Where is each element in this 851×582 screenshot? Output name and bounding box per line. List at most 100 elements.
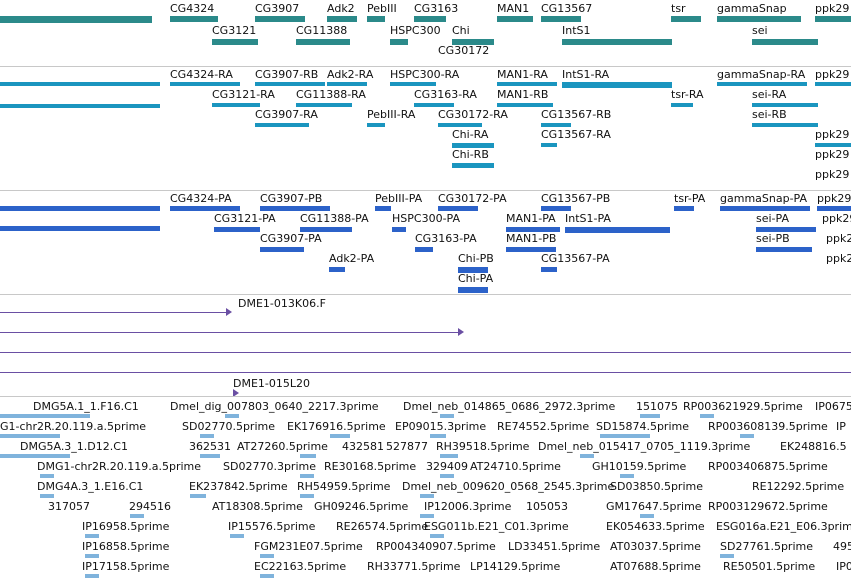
protein-label[interactable]: CG4324-PA [170, 192, 232, 205]
protein-feature[interactable] [506, 227, 560, 232]
transcript-label[interactable]: MAN1-RA [497, 68, 548, 81]
est-feature[interactable] [440, 414, 454, 418]
protein-label[interactable]: CG3907-PA [260, 232, 322, 245]
gene-feature[interactable] [717, 16, 801, 22]
est-label[interactable]: IP [836, 420, 846, 433]
transcript-label[interactable]: ppk29 [815, 128, 850, 141]
protein-label[interactable]: gammaSnap-PA [720, 192, 807, 205]
est-label[interactable]: GH09246.5prime [314, 500, 409, 513]
protein-feature[interactable] [260, 206, 330, 211]
protein-feature[interactable] [300, 227, 352, 232]
protein-feature[interactable] [375, 206, 391, 211]
protein-label[interactable]: IntS1-PA [565, 212, 611, 225]
transcript-label[interactable]: MAN1-RB [497, 88, 549, 101]
est-feature[interactable] [300, 494, 314, 498]
transcript-label[interactable]: CG3121-RA [212, 88, 275, 101]
protein-feature[interactable] [541, 206, 571, 211]
transcript-label[interactable]: gammaSnap-RA [717, 68, 806, 81]
est-feature[interactable] [200, 454, 220, 458]
transcript-feature[interactable] [390, 82, 436, 86]
protein-label[interactable]: tsr-PA [674, 192, 706, 205]
est-feature[interactable] [0, 414, 90, 418]
transcript-label[interactable]: sei-RB [752, 108, 787, 121]
transcript-feature[interactable] [671, 103, 693, 107]
protein-label[interactable]: ppk29 [817, 192, 851, 205]
est-feature[interactable] [225, 414, 239, 418]
transcript-label[interactable]: CG30172-RA [438, 108, 508, 121]
est-label[interactable]: DMG1-chr2R.20.119.a.5prime [37, 460, 202, 473]
protein-feature[interactable] [0, 226, 160, 231]
protein-label[interactable]: ppk29 [826, 232, 851, 245]
protein-label[interactable]: MAN1-PA [506, 212, 556, 225]
protein-feature[interactable] [329, 267, 345, 272]
transcript-label[interactable]: sei-RA [752, 88, 787, 101]
transcript-label[interactable]: CG3907-RA [255, 108, 318, 121]
transcript-label[interactable]: PebIII-RA [367, 108, 416, 121]
est-label[interactable]: EC22163.5prime [254, 560, 347, 573]
protein-feature[interactable] [674, 206, 694, 211]
transcript-label[interactable]: Chi-RA [452, 128, 489, 141]
est-feature[interactable] [300, 454, 316, 458]
transcript-label[interactable]: CG13567-RA [541, 128, 611, 141]
transcript-label[interactable]: IntS1-RA [562, 68, 610, 81]
protein-label[interactable]: sei-PB [756, 232, 790, 245]
est-label[interactable]: IP15576.5prime [228, 520, 316, 533]
est-label[interactable]: IP0675 [815, 400, 851, 413]
transcript-feature[interactable] [296, 103, 352, 107]
est-label[interactable]: EK248816.5 [780, 440, 847, 453]
gene-label[interactable]: MAN1 [497, 2, 530, 15]
gene-feature[interactable] [562, 39, 672, 45]
est-label[interactable]: DMG5A.3_1.D12.C1 [20, 440, 128, 453]
est-label[interactable]: AT03037.5prime [610, 540, 701, 553]
gene-feature[interactable] [390, 39, 408, 45]
protein-label[interactable]: CG3907-PB [260, 192, 323, 205]
gene-feature[interactable] [212, 39, 258, 45]
est-label[interactable]: SD27761.5prime [720, 540, 813, 553]
transcript-label[interactable]: CG13567-RB [541, 108, 612, 121]
est-label[interactable]: SD02770.5prime [182, 420, 275, 433]
est-label[interactable]: AT07688.5prime [610, 560, 701, 573]
protein-label[interactable]: PebIII-PA [375, 192, 423, 205]
est-label[interactable]: RP003406875.5prime [708, 460, 828, 473]
gene-feature[interactable] [541, 16, 581, 22]
gene-label[interactable]: Chi [452, 24, 470, 37]
transcript-feature[interactable] [815, 82, 851, 86]
est-label[interactable]: IP0 [836, 560, 851, 573]
protein-label[interactable]: sei-PA [756, 212, 789, 225]
est-label[interactable]: 294516 [129, 500, 171, 513]
protein-label[interactable]: CG3121-PA [214, 212, 276, 225]
gene-label[interactable]: tsr [671, 2, 686, 15]
transcript-feature[interactable] [438, 123, 482, 127]
est-feature[interactable] [600, 434, 650, 438]
est-feature[interactable] [260, 554, 274, 558]
est-feature[interactable] [720, 554, 734, 558]
est-label[interactable]: RP004340907.5prime [376, 540, 496, 553]
protein-feature[interactable] [214, 227, 260, 232]
transcript-label[interactable]: Adk2-RA [327, 68, 374, 81]
est-label[interactable]: EK054633.5prime [606, 520, 705, 533]
transcript-feature[interactable] [452, 163, 494, 168]
gene-feature[interactable] [815, 16, 851, 22]
protein-feature[interactable] [565, 227, 670, 233]
est-feature[interactable] [0, 434, 60, 438]
est-label[interactable]: IP16858.5prime [82, 540, 170, 553]
gene-label[interactable]: IntS1 [562, 24, 591, 37]
est-label[interactable]: EP09015.3prime [395, 420, 487, 433]
gene-feature[interactable] [671, 16, 701, 22]
est-label[interactable]: IP17158.5prime [82, 560, 170, 573]
est-label[interactable]: 105053 [526, 500, 568, 513]
est-label[interactable]: SD15874.5prime [596, 420, 689, 433]
gene-label[interactable]: Adk2 [327, 2, 355, 15]
gene-feature[interactable] [0, 16, 152, 23]
est-feature[interactable] [130, 514, 144, 518]
gene-feature[interactable] [452, 39, 494, 45]
est-label[interactable]: IP16958.5prime [82, 520, 170, 533]
est-label[interactable]: Dmel_neb_009620_0568_2545.3prime [402, 480, 615, 493]
est-label[interactable]: EK176916.5prime [287, 420, 386, 433]
protein-feature[interactable] [541, 267, 557, 272]
est-feature[interactable] [420, 494, 434, 498]
est-feature[interactable] [85, 574, 99, 578]
transcript-feature[interactable] [562, 82, 672, 88]
gene-feature[interactable] [367, 16, 385, 22]
est-feature[interactable] [440, 474, 454, 478]
